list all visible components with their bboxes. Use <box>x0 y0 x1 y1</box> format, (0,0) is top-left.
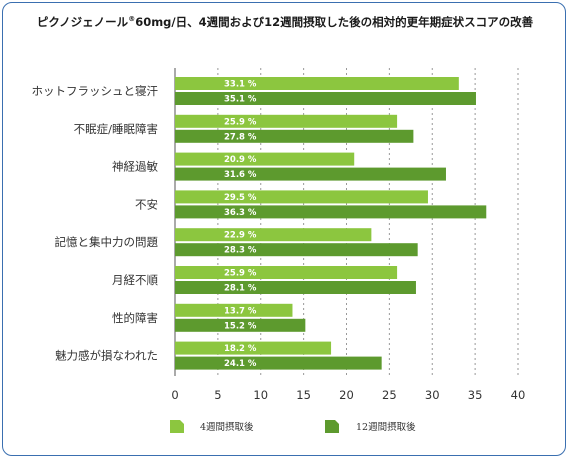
bar-value-label: 27.8 % <box>224 132 257 142</box>
bar <box>175 167 446 181</box>
legend-swatch <box>325 420 339 433</box>
bar-value-label: 25.9 % <box>224 117 257 127</box>
chart-title: ピクノジェノール®60mg/日、4週間および12週間摂取した後の相対的更年期症状… <box>36 15 534 29</box>
category-label: 不眠症/睡眠障害 <box>74 122 158 136</box>
bar <box>175 356 382 370</box>
bar-value-label: 33.1 % <box>224 80 257 90</box>
bar-value-label: 22.9 % <box>224 231 257 241</box>
legend-swatch <box>170 420 184 433</box>
x-tick-label: 30 <box>425 388 440 402</box>
bar <box>175 266 398 279</box>
legend-label: 4週間摂取後 <box>200 421 254 433</box>
bar <box>175 341 332 355</box>
bar-value-label: 35.1 % <box>224 95 257 105</box>
category-label: 魅力感が損なわれた <box>55 349 158 363</box>
x-axis: 0 5 10 15 20 25 30 35 40 <box>171 388 525 402</box>
category-label: 月経不順 <box>112 273 158 287</box>
x-tick-label: 40 <box>511 388 526 402</box>
bar <box>175 129 414 143</box>
bar-value-label: 13.7 % <box>224 306 257 316</box>
x-tick-label: 5 <box>214 388 221 402</box>
bar-value-label: 15.2 % <box>224 321 257 331</box>
category-labels: ホットフラッシュと寝汗不眠症/睡眠障害神経過敏不安記憶と集中力の問題月経不順性的… <box>32 84 159 363</box>
x-tick-label: 35 <box>468 388 483 402</box>
category-label: 性的障害 <box>112 311 158 325</box>
bar <box>175 152 355 166</box>
bar-value-label: 28.1 % <box>224 284 257 294</box>
bar-value-label: 24.1 % <box>224 359 257 369</box>
bar-value-label: 31.6 % <box>224 170 257 180</box>
x-tick-label: 25 <box>382 388 397 402</box>
x-tick-label: 10 <box>253 388 268 402</box>
legend-label: 12週間摂取後 <box>356 421 416 433</box>
bar <box>175 77 459 90</box>
bar <box>175 228 372 242</box>
x-tick-label: 15 <box>296 388 311 402</box>
bar-value-label: 28.3 % <box>224 246 257 256</box>
bar-value-label: 29.5 % <box>224 193 257 203</box>
bar <box>175 190 428 204</box>
bar <box>175 303 293 317</box>
bar <box>175 281 416 294</box>
x-tick-label: 0 <box>171 388 178 402</box>
bar <box>175 114 398 128</box>
bar <box>175 92 476 105</box>
bar-value-label: 36.3 % <box>224 208 257 218</box>
bar <box>175 205 487 219</box>
bar-value-label: 20.9 % <box>224 155 257 165</box>
category-label: ホットフラッシュと寝汗 <box>32 84 159 98</box>
bar-value-label: 25.9 % <box>224 269 257 279</box>
category-label: 神経過敏 <box>112 160 158 174</box>
category-label: 不安 <box>135 197 158 211</box>
bar-value-label: 18.2 % <box>224 344 257 354</box>
x-tick-label: 20 <box>339 388 354 402</box>
category-label: 記憶と集中力の問題 <box>55 235 159 249</box>
bar <box>175 243 418 257</box>
legend: 4週間摂取後 12週間摂取後 <box>170 420 416 433</box>
bars: 33.1 % 35.1 % 25.9 % 27.8 % 20.9 % 31.6 % 29.5… <box>175 77 487 370</box>
bar <box>175 318 306 332</box>
